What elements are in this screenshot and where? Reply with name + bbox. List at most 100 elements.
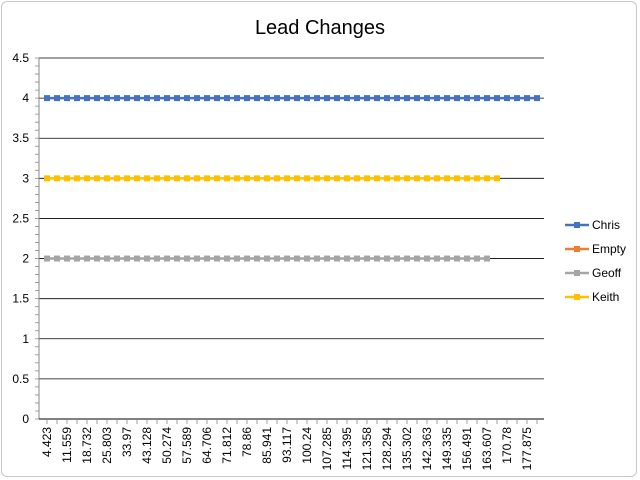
data-point-keith <box>64 175 70 182</box>
data-point-geoff <box>404 255 410 262</box>
data-point-chris <box>444 95 450 102</box>
x-tick-label: 142.363 <box>420 427 434 471</box>
data-point-geoff <box>264 255 270 262</box>
data-point-geoff <box>354 255 360 262</box>
data-point-geoff <box>254 255 260 262</box>
data-point-geoff <box>244 255 250 262</box>
data-point-chris <box>234 95 240 102</box>
data-point-geoff <box>44 255 50 262</box>
x-tick-label: 85.941 <box>260 427 274 464</box>
data-point-geoff <box>434 255 440 262</box>
data-point-keith <box>304 175 310 182</box>
data-point-keith <box>364 175 370 182</box>
data-point-geoff <box>364 255 370 262</box>
data-point-keith <box>54 175 60 182</box>
x-tick-label: 93.117 <box>280 427 294 463</box>
y-tick-label: 1 <box>22 332 29 346</box>
data-point-chris <box>524 95 530 102</box>
legend-label-empty: Empty <box>592 242 626 256</box>
legend-label-chris: Chris <box>592 218 620 232</box>
data-point-chris <box>154 95 160 102</box>
data-point-geoff <box>214 255 220 262</box>
data-point-chris <box>44 95 50 102</box>
data-point-geoff <box>224 255 230 262</box>
data-point-keith <box>424 175 430 182</box>
data-point-geoff <box>144 255 150 262</box>
y-tick-label: 2.5 <box>12 211 29 225</box>
x-tick-label: 163.607 <box>480 427 494 471</box>
data-point-keith <box>374 175 380 182</box>
data-point-keith <box>394 175 400 182</box>
data-point-chris <box>454 95 460 102</box>
data-point-chris <box>514 95 520 102</box>
data-point-geoff <box>174 255 180 262</box>
y-tick-label: 3.5 <box>12 131 29 145</box>
data-point-geoff <box>344 255 350 262</box>
data-point-chris <box>424 95 430 102</box>
data-point-geoff <box>154 255 160 262</box>
x-tick-label: 107.285 <box>320 427 334 471</box>
data-point-geoff <box>54 255 60 262</box>
y-tick-label: 3 <box>22 171 29 185</box>
data-point-chris <box>244 95 250 102</box>
data-point-keith <box>154 175 160 182</box>
data-point-keith <box>384 175 390 182</box>
data-point-keith <box>484 175 490 182</box>
data-point-keith <box>244 175 250 182</box>
data-point-chris <box>344 95 350 102</box>
legend-marker-geoff <box>574 270 580 276</box>
data-point-keith <box>164 175 170 182</box>
axes: 0 0.5 1 1.5 2 2.5 3 3.5 4 4.5 4.423 11.559 18.732 25.… <box>12 51 544 470</box>
data-point-chris <box>494 95 500 102</box>
legend-marker-chris <box>574 222 580 228</box>
x-tick-label: 156.491 <box>460 427 474 471</box>
legend-marker-keith <box>574 294 580 300</box>
data-point-keith <box>94 175 100 182</box>
data-point-geoff <box>104 255 110 262</box>
data-point-keith <box>254 175 260 182</box>
data-point-keith <box>224 175 230 182</box>
legend-label-geoff: Geoff <box>592 266 622 280</box>
y-tick-label: 4 <box>22 91 29 105</box>
data-point-keith <box>464 175 470 182</box>
data-point-geoff <box>204 255 210 262</box>
y-tick-label: 0.5 <box>12 372 29 386</box>
data-point-keith <box>124 175 130 182</box>
data-point-geoff <box>84 255 90 262</box>
data-point-geoff <box>324 255 330 262</box>
data-point-chris <box>94 95 100 102</box>
data-point-chris <box>334 95 340 102</box>
data-point-keith <box>274 175 280 182</box>
data-point-geoff <box>464 255 470 262</box>
x-tick-label: 170.78 <box>500 427 514 464</box>
data-point-keith <box>264 175 270 182</box>
data-point-keith <box>84 175 90 182</box>
data-point-keith <box>44 175 50 182</box>
data-point-keith <box>234 175 240 182</box>
data-point-chris <box>284 95 290 102</box>
x-tick-label: 4.423 <box>40 427 54 457</box>
series-lines <box>44 95 540 262</box>
x-tick-label: 100.24 <box>300 427 314 464</box>
data-point-keith <box>294 175 300 182</box>
data-point-keith <box>444 175 450 182</box>
x-tick-label: 71.812 <box>220 427 234 464</box>
data-point-chris <box>474 95 480 102</box>
data-point-chris <box>174 95 180 102</box>
data-point-keith <box>434 175 440 182</box>
data-point-geoff <box>284 255 290 262</box>
data-point-chris <box>134 95 140 102</box>
data-point-geoff <box>234 255 240 262</box>
data-point-keith <box>404 175 410 182</box>
data-point-chris <box>114 95 120 102</box>
data-point-chris <box>184 95 190 102</box>
data-point-chris <box>414 95 420 102</box>
data-point-geoff <box>294 255 300 262</box>
data-point-geoff <box>64 255 70 262</box>
data-point-keith <box>104 175 110 182</box>
data-point-chris <box>204 95 210 102</box>
data-point-chris <box>224 95 230 102</box>
data-point-chris <box>394 95 400 102</box>
data-point-keith <box>184 175 190 182</box>
data-point-chris <box>264 95 270 102</box>
